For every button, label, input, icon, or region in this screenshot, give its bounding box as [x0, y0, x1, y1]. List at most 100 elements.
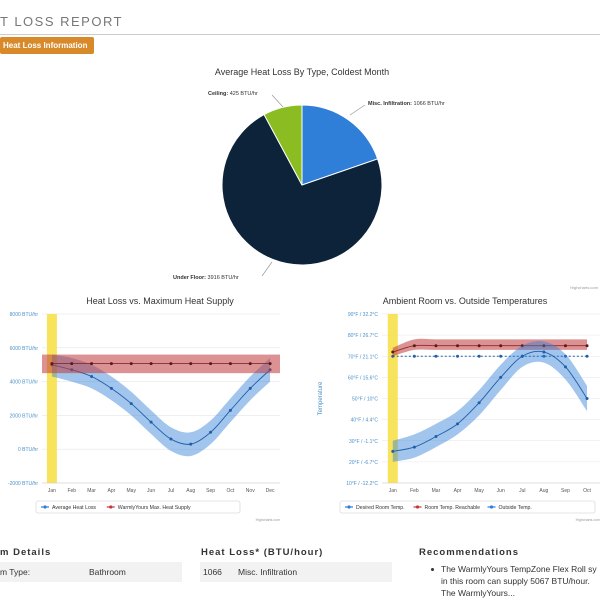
heat-loss-type: Misc. Infiltration	[238, 567, 298, 577]
chartundefined-series-warmlyyours-max-heat-supply-point	[70, 362, 74, 366]
pie-title: Average Heat Loss By Type, Coldest Month	[215, 67, 389, 77]
legend-item: Average Heat Loss	[52, 505, 96, 511]
chartundefined-series-room-temp-reachable-band	[392, 338, 588, 357]
chartundefined-credit: Highcharts.com	[576, 518, 600, 522]
recommendation-line-1: The WarmlyYours TempZone Flex Roll sy	[441, 564, 597, 574]
chartundefined-series-outside-temp--point	[456, 422, 460, 426]
chartundefined-xtick: Feb	[410, 488, 419, 494]
pie-label-1: Under Floor: 3916 BTU/hr	[173, 275, 239, 281]
legend-item: Room Temp. Reachable	[425, 505, 481, 511]
chartundefined-series-room-temp-reachable-point	[520, 344, 524, 348]
chartundefined-xtick: Feb	[67, 488, 76, 494]
heat-loss-tab[interactable]: Heat Loss Information	[0, 37, 94, 54]
legend-item: Desired Room Temp.	[356, 505, 405, 511]
room-details-row	[0, 562, 182, 582]
chartundefined-xtick: Nov	[246, 488, 255, 494]
chartundefined-xtick: Oct	[227, 488, 235, 494]
chartundefined-xtick: Mar	[432, 488, 441, 494]
legend-item: WarmlyYours Max. Heat Supply	[118, 505, 191, 511]
chartundefined-series-average-heat-loss-point	[169, 437, 173, 441]
chartundefined-series-outside-temp--point	[434, 435, 438, 439]
chartundefined-series-outside-temp--point	[542, 350, 546, 354]
legend-marker	[43, 505, 47, 509]
chartundefined-ytick: 40°F / 4.4°C	[351, 418, 379, 424]
pie-label-2: Ceiling: 425 BTU/hr	[208, 91, 258, 97]
chartundefined-title: Heat Loss vs. Maximum Heat Supply	[86, 296, 234, 306]
chartundefined-series-warmlyyours-max-heat-supply-point	[149, 362, 153, 366]
bullet-icon	[431, 568, 434, 571]
legend-item: Outside Temp.	[499, 505, 532, 511]
chartundefined-series-outside-temp--point	[499, 375, 503, 379]
chartundefined-series-average-heat-loss-band	[51, 354, 271, 457]
chartundefined-xtick: Oct	[583, 488, 591, 494]
chartundefined-ytick: -2000 BTU/hr	[8, 481, 38, 487]
chartundefined-series-outside-temp--point	[412, 445, 416, 449]
chartundefined-xtick: Jan	[389, 488, 397, 494]
heat-loss-row	[200, 562, 392, 582]
chartundefined-series-outside-temp--line	[392, 350, 588, 452]
chartundefined-series-room-temp-reachable-point	[456, 344, 460, 348]
chartundefined-ytick: 4000 BTU/hr	[10, 380, 39, 386]
legend-marker	[109, 505, 113, 509]
chartundefined-series-average-heat-loss-point	[248, 386, 252, 390]
room-type-label: m Type:	[0, 567, 31, 577]
pie-connector	[271, 94, 284, 108]
recommendation-line-3: The WarmlyYours...	[441, 588, 516, 598]
chartundefined-series-average-heat-loss-line	[51, 364, 271, 445]
chartundefined-series-outside-temp--point	[391, 449, 395, 453]
chartundefined-series-desired-room-temp--point	[456, 354, 460, 358]
chartundefined-series-warmlyyours-max-heat-supply-point	[189, 362, 193, 366]
chartundefined-xtick: Jul	[519, 488, 525, 494]
pie-credit: Highcharts.com	[570, 285, 598, 290]
chartundefined-ytick: 90°F / 32.2°C	[348, 312, 379, 318]
chartundefined-series-desired-room-temp--point	[585, 354, 589, 358]
chartundefined-series-warmlyyours-max-heat-supply-point	[129, 362, 133, 366]
chartundefined-series-room-temp-reachable-point	[477, 344, 481, 348]
chartundefined-xtick: Aug	[186, 488, 195, 494]
chartundefined-series-warmlyyours-max-heat-supply-point	[50, 362, 54, 366]
chartundefined-xtick: Sep	[206, 488, 215, 494]
chartundefined-series-desired-room-temp--point	[499, 354, 503, 358]
chartundefined-series-warmlyyours-max-heat-supply-point	[268, 362, 272, 366]
chartundefined-ytick: 60°F / 15.6°C	[348, 375, 379, 381]
chartundefined-ytick: 0 BTU/hr	[18, 447, 38, 453]
room-type-value: Bathroom	[89, 567, 126, 577]
chartundefined-xtick: May	[474, 488, 484, 494]
title-divider	[0, 34, 600, 35]
chartundefined-series-warmlyyours-max-heat-supply-point	[169, 362, 173, 366]
chartundefined-series-desired-room-temp--point	[563, 354, 567, 358]
chartundefined-xtick: Dec	[266, 488, 275, 494]
chartundefined-xtick: Apr	[454, 488, 462, 494]
chartundefined-series-average-heat-loss-point	[149, 420, 153, 424]
legend-marker	[489, 505, 494, 509]
chartundefined-ytick: 30°F / -1.1°C	[349, 439, 378, 445]
chartundefined-series-desired-room-temp--point	[477, 354, 481, 358]
chartundefined-series-outside-temp--point	[477, 401, 481, 405]
chartundefined-series-average-heat-loss-point	[228, 408, 232, 412]
pie-label-0: Misc. Infiltration: 1066 BTU/hr	[368, 101, 445, 107]
legend-marker	[347, 505, 351, 509]
room-details-heading: m Details	[0, 547, 52, 558]
chartundefined-series-room-temp-reachable-point	[585, 344, 589, 348]
page-title: T LOSS REPORT	[0, 14, 124, 29]
chartundefined-ytick: 70°F / 21.1°C	[348, 354, 379, 360]
chartundefined-series-outside-temp--point	[585, 397, 589, 400]
chartundefined-series-warmlyyours-max-heat-supply-point	[248, 362, 252, 366]
chartundefined-series-outside-temp--point	[520, 354, 524, 358]
chartundefined-xtick: Jan	[48, 488, 56, 494]
chartundefined-ytick: 8000 BTU/hr	[10, 312, 39, 318]
chartundefined-series-desired-room-temp--point	[542, 354, 546, 358]
pie-slice-under-floor	[221, 113, 383, 266]
chartundefined-series-room-temp-reachable-line	[392, 344, 588, 353]
chartundefined-ytick: 50°F / 10°C	[352, 397, 378, 403]
chartundefined-title: Ambient Room vs. Outside Temperatures	[383, 296, 548, 306]
legend-marker	[415, 505, 420, 509]
chartundefined-legend	[35, 500, 241, 514]
chartundefined-ytick: 2000 BTU/hr	[10, 413, 39, 419]
pie-connector	[349, 104, 366, 116]
pie-connector	[261, 261, 273, 277]
heat-loss-value: 1066	[203, 567, 222, 577]
chartundefined-credit: Highcharts.com	[256, 518, 280, 522]
chartundefined-series-outside-temp--point	[563, 365, 567, 369]
